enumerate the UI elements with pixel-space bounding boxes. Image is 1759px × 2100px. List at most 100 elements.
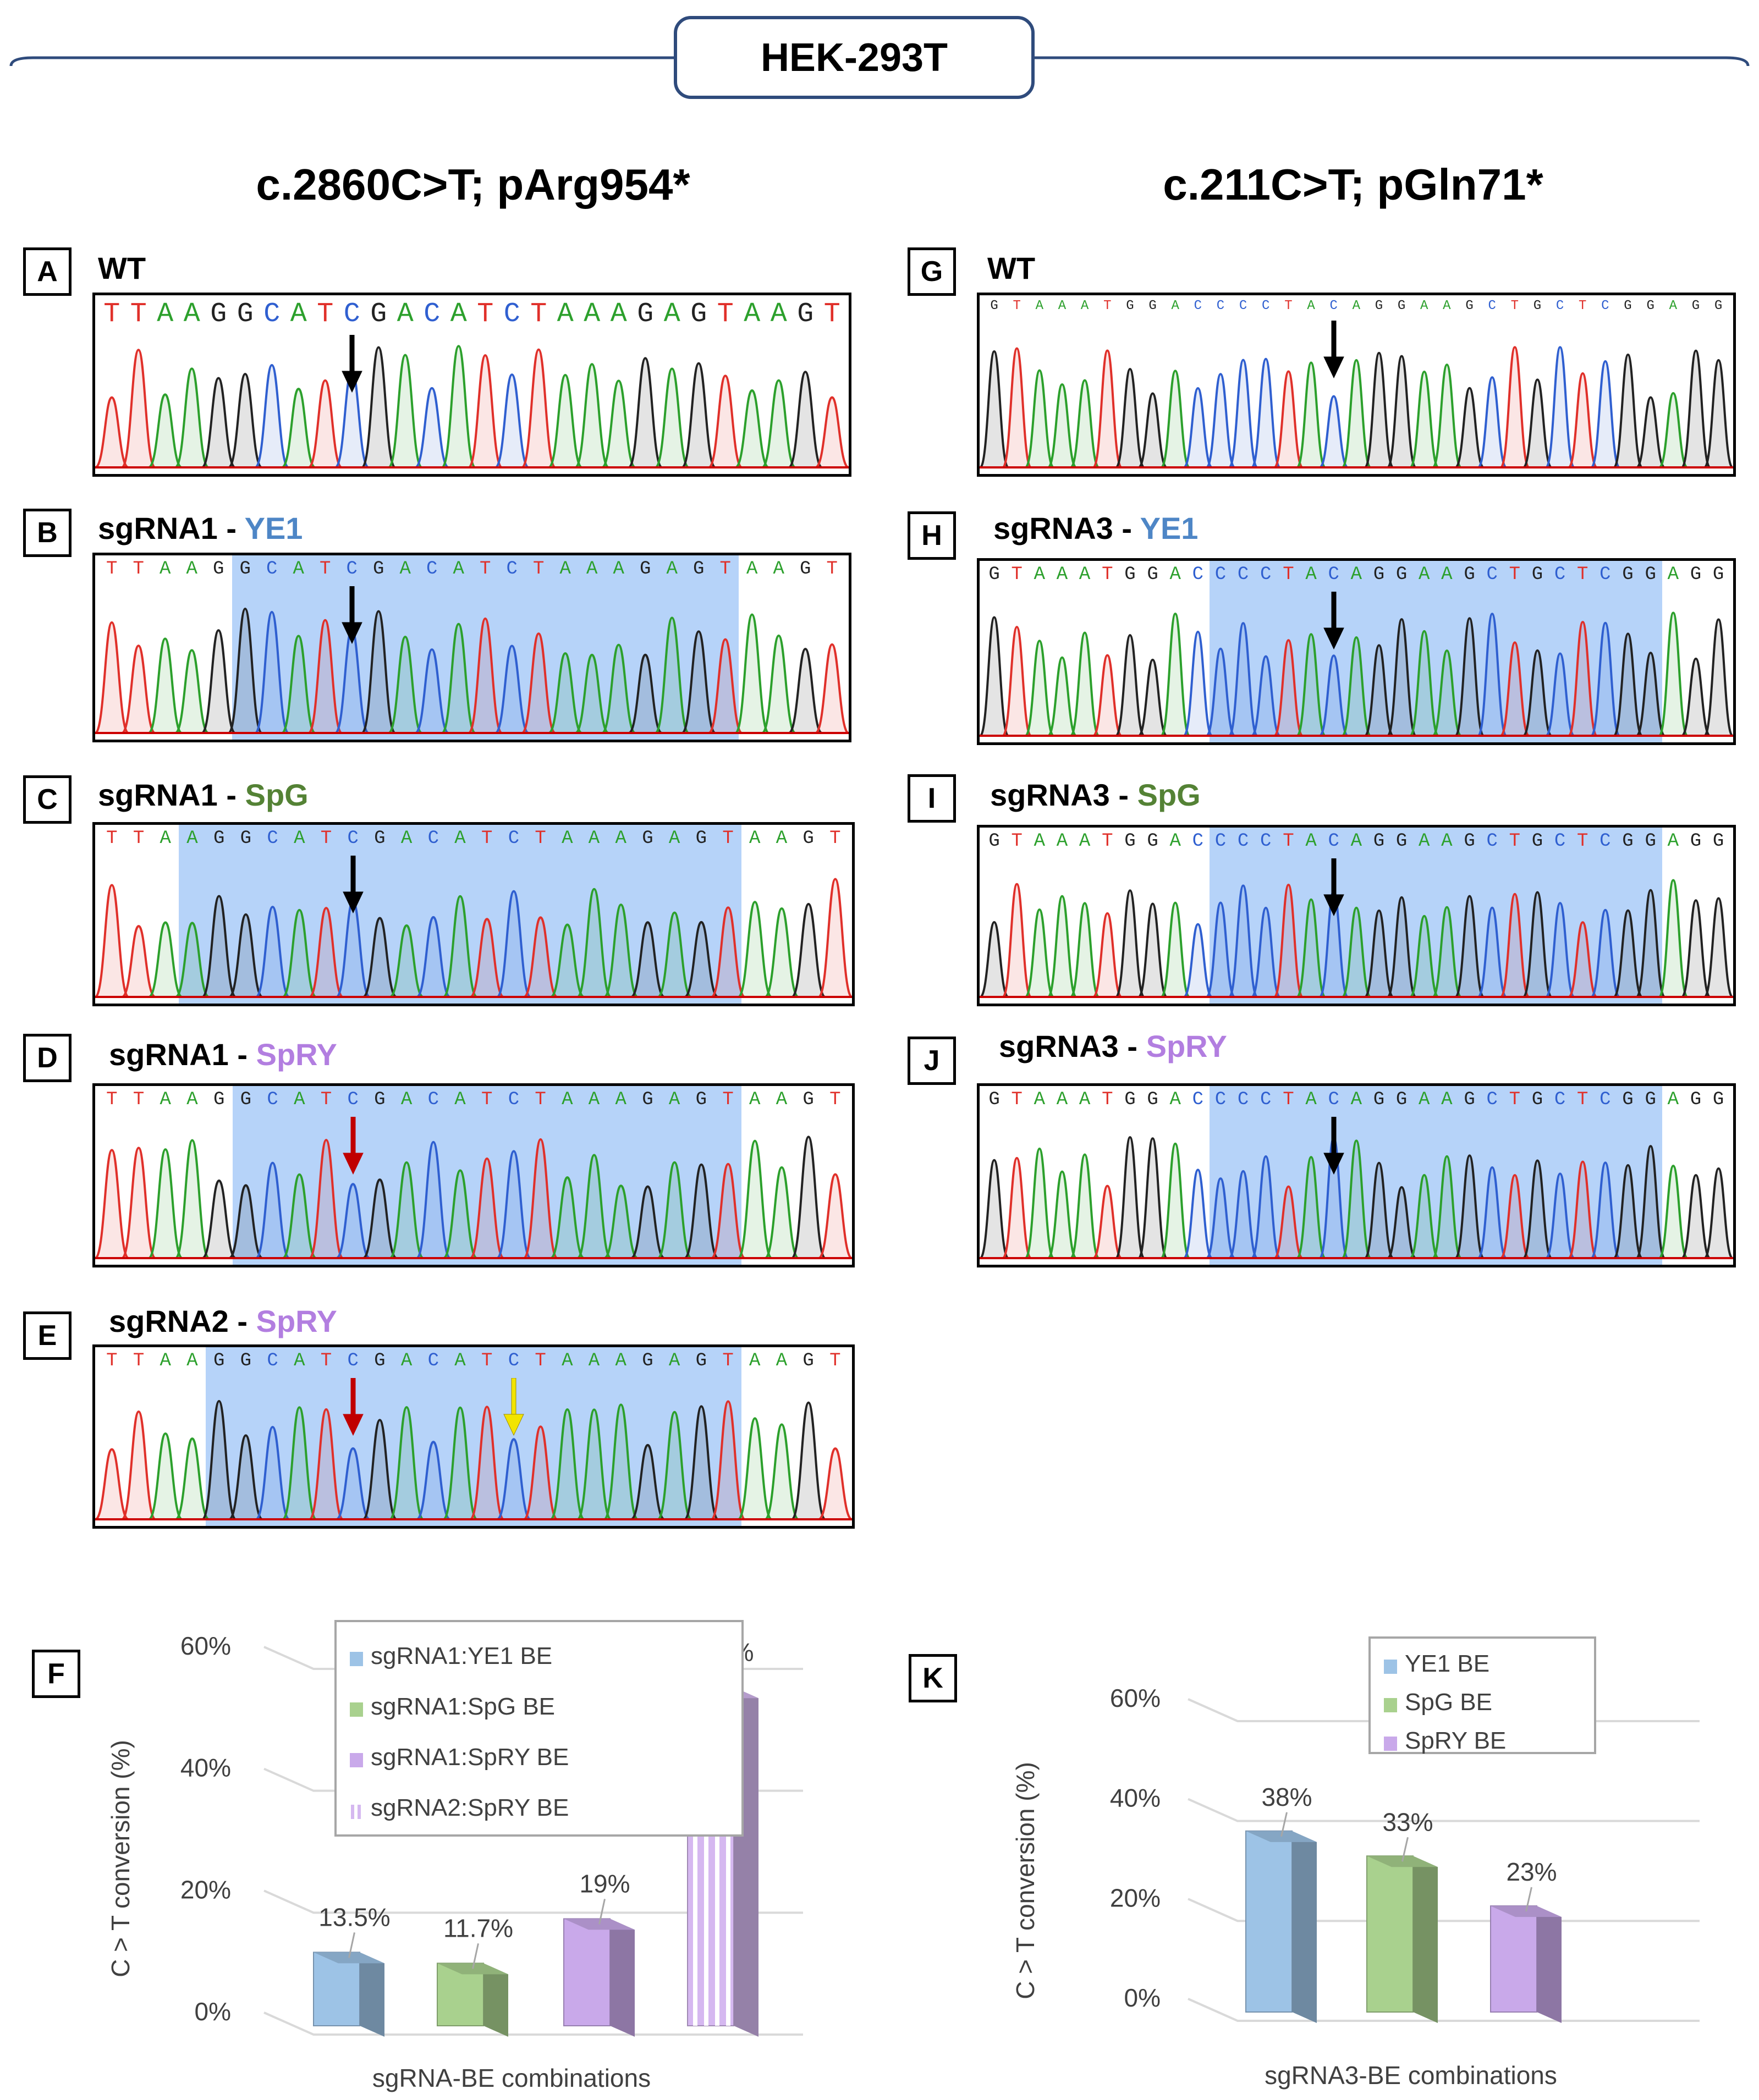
peak-G: [362, 1178, 397, 1259]
base-letter: A: [294, 1089, 305, 1110]
header-line: [9, 16, 1750, 99]
base-letter: A: [668, 1089, 680, 1110]
panel-label-I: I: [908, 774, 956, 823]
base-letter: G: [1373, 831, 1385, 852]
base-letter: G: [1622, 831, 1634, 852]
peak-A: [1069, 902, 1100, 998]
peak-C: [254, 610, 290, 734]
peak-C: [1590, 621, 1621, 737]
base-letter: A: [773, 559, 784, 580]
peak-A: [601, 643, 636, 734]
peak-C: [415, 1140, 452, 1259]
peak-T: [1568, 921, 1598, 998]
base-letter: A: [454, 1351, 466, 1371]
peak-G: [1522, 378, 1553, 468]
peak-T: [1002, 1156, 1032, 1259]
base-letter: A: [1669, 299, 1677, 313]
bar-side: [360, 1952, 384, 2037]
base-letter: A: [160, 559, 171, 580]
peak-A: [1658, 1165, 1689, 1259]
base-letter: G: [1147, 1089, 1158, 1110]
base-letter: T: [133, 828, 145, 849]
peak-G: [1703, 359, 1733, 468]
peak-A: [657, 1161, 692, 1259]
base-letter: G: [210, 299, 227, 330]
base-letter: A: [746, 559, 758, 580]
peak-A: [441, 622, 476, 734]
peak-T: [815, 396, 849, 468]
base-letter: G: [1375, 299, 1383, 313]
base-letter: T: [320, 559, 331, 580]
y-tick-label: 20%: [1110, 1883, 1161, 1912]
base-letter: G: [213, 1351, 225, 1371]
y-axis-label: C > T conversion (%): [1011, 1762, 1040, 1999]
base-letter: A: [1350, 1089, 1362, 1110]
base-letter: C: [1216, 299, 1225, 313]
peak-A: [1069, 631, 1100, 737]
data-label: 19%: [579, 1869, 630, 1898]
peak-G: [1387, 1186, 1416, 1259]
peak-C: [1544, 1172, 1575, 1259]
base-letter: A: [1305, 831, 1317, 852]
peak-C: [1590, 1161, 1621, 1259]
bar-front: [313, 1952, 360, 2026]
base-letter: C: [1599, 564, 1611, 585]
base-letter: T: [481, 1089, 493, 1110]
peak-T: [120, 1147, 157, 1259]
peak-A: [1409, 1173, 1439, 1259]
base-letter: G: [1533, 299, 1542, 313]
peak-G: [201, 1400, 237, 1520]
peak-A: [175, 922, 210, 998]
peak-T: [309, 907, 344, 998]
peak-A: [654, 616, 690, 734]
base-letter: A: [1058, 299, 1067, 313]
base-letter: T: [823, 299, 840, 330]
base-letter: A: [454, 1089, 466, 1110]
base-letter: A: [400, 828, 413, 849]
base-letter: T: [1577, 564, 1588, 585]
base-letter: T: [722, 1089, 734, 1110]
base-letter: T: [535, 828, 546, 849]
base-letter: C: [1555, 299, 1564, 313]
peak-A: [574, 363, 610, 468]
peak-A: [281, 635, 316, 734]
y-tick-label: 20%: [180, 1875, 231, 1904]
base-letter: A: [1169, 831, 1181, 852]
base-letter: A: [562, 1351, 573, 1371]
y-tick-label: 60%: [1110, 1684, 1161, 1712]
trace-peaks: [980, 1136, 1733, 1259]
panel-title-J: sgRNA3 - SpRY: [999, 1028, 1227, 1064]
peak-A: [1432, 906, 1463, 998]
peak-T: [1499, 892, 1530, 998]
peak-G: [361, 346, 397, 468]
base-letter: G: [800, 559, 811, 580]
peak-G: [628, 653, 663, 734]
peak-G: [1454, 1154, 1485, 1259]
base-letter: T: [1577, 831, 1588, 852]
peak-T: [521, 348, 557, 468]
peak-C: [1477, 376, 1508, 468]
peak-A: [576, 1408, 612, 1520]
peak-G: [1137, 658, 1168, 737]
peak-A: [764, 1166, 799, 1259]
data-label-leader: [598, 1899, 606, 1925]
base-letter: C: [1599, 1089, 1611, 1110]
y-tick-label: 0%: [1124, 1983, 1161, 2012]
base-letter: G: [213, 559, 224, 580]
base-letter: C: [1260, 831, 1272, 852]
base-letter: C: [346, 559, 358, 580]
base-letter: A: [776, 828, 788, 849]
peak-C: [1205, 647, 1236, 737]
base-letter: A: [1171, 299, 1179, 313]
base-letter: C: [427, 1351, 439, 1371]
data-label-leader: [1401, 1837, 1409, 1862]
base-letter: T: [1103, 299, 1112, 313]
base-letter: G: [239, 559, 251, 580]
peak-G: [1115, 889, 1145, 998]
peak-A: [1296, 633, 1327, 737]
peak-A: [281, 388, 316, 468]
